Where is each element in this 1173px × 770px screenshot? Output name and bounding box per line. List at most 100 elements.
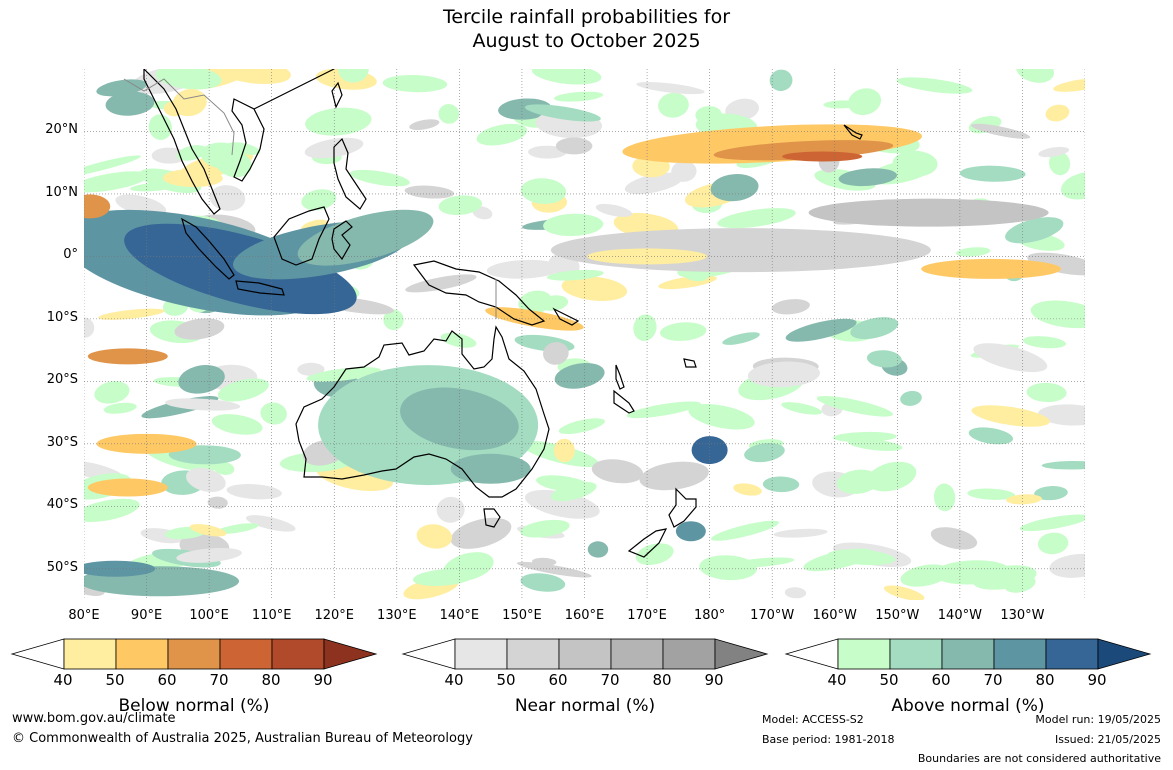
below-normal-patch bbox=[561, 276, 628, 301]
sulawesi-coastline bbox=[331, 220, 353, 261]
above-normal-patch bbox=[148, 114, 172, 140]
above-normal-patch bbox=[1026, 382, 1067, 403]
lon-label: 140°W bbox=[937, 608, 982, 623]
above-normal-patch bbox=[1041, 460, 1085, 470]
above-tick-label: 90 bbox=[1087, 671, 1107, 689]
above-normal-region bbox=[84, 560, 156, 577]
above-normal-patch bbox=[710, 174, 759, 202]
above-normal-patch bbox=[967, 488, 1016, 500]
lat-label: 20°S bbox=[46, 372, 78, 388]
above-normal-patch bbox=[211, 414, 263, 435]
fiji-coastline bbox=[683, 358, 697, 368]
indochina-coastline bbox=[143, 69, 221, 215]
above-normal-patch bbox=[933, 483, 956, 512]
below-tick-label: 80 bbox=[261, 671, 281, 689]
lat-label: 40°S bbox=[46, 497, 78, 513]
below-colorbar-min-triangle bbox=[10, 638, 65, 670]
tasmania-coastline bbox=[483, 508, 501, 528]
probability-field bbox=[84, 69, 1085, 600]
near-normal-patch bbox=[245, 515, 296, 532]
near-normal-patch bbox=[151, 147, 187, 164]
above-normal-patch bbox=[338, 69, 369, 83]
above-normal-patch bbox=[900, 390, 922, 406]
near-colorbar-swatch bbox=[610, 638, 664, 670]
above-normal-patch bbox=[558, 418, 605, 435]
borneo-coastline bbox=[273, 206, 330, 266]
above-normal-patch bbox=[833, 431, 897, 443]
near-normal-patch bbox=[1049, 553, 1085, 578]
above-normal-colorbar-swatches bbox=[784, 638, 1152, 670]
above-normal-patch bbox=[900, 564, 950, 587]
above-normal-patch bbox=[532, 69, 602, 85]
above-tick-label: 50 bbox=[879, 671, 899, 689]
above-normal-patch bbox=[781, 402, 823, 415]
above-normal-patch bbox=[155, 69, 222, 90]
near-normal-patch bbox=[450, 517, 512, 549]
above-normal-patch bbox=[520, 519, 570, 538]
above-colorbar-swatch bbox=[941, 638, 995, 670]
issued-text: Issued: 21/05/2025 bbox=[1054, 733, 1161, 746]
above-tick-label: 40 bbox=[827, 671, 847, 689]
vietnam-coastline bbox=[231, 98, 265, 182]
lon-label: 140°E bbox=[439, 608, 480, 623]
above-normal-patch bbox=[827, 549, 896, 566]
near-normal-patch bbox=[639, 461, 709, 491]
below-normal-patch bbox=[189, 524, 227, 537]
above-normal-patch bbox=[553, 91, 604, 102]
lon-label: 120°E bbox=[314, 608, 355, 623]
lat-label: 30°S bbox=[46, 434, 78, 450]
above-normal-patch bbox=[94, 381, 130, 404]
lon-label: 130°W bbox=[1000, 608, 1045, 623]
above-normal-patch bbox=[587, 541, 609, 558]
above-colorbar-swatch bbox=[993, 638, 1047, 670]
near-normal-patch bbox=[186, 467, 226, 493]
above-normal-patch bbox=[850, 317, 899, 340]
above-normal-patch bbox=[1005, 217, 1064, 244]
lon-label: 170°W bbox=[750, 608, 795, 623]
above-normal-patch bbox=[443, 552, 494, 582]
above-normal-patch bbox=[626, 401, 701, 419]
above-normal-patch bbox=[866, 350, 902, 368]
above-normal-patch bbox=[769, 69, 793, 92]
below-tick-label: 50 bbox=[105, 671, 125, 689]
above-normal-patch bbox=[866, 461, 917, 492]
near-tick-label: 50 bbox=[496, 671, 516, 689]
below-tick-label: 60 bbox=[157, 671, 177, 689]
above-normal-patch bbox=[524, 104, 601, 122]
above-normal-patch bbox=[438, 104, 460, 124]
coastlines bbox=[143, 69, 863, 558]
above-normal-patch bbox=[105, 91, 155, 116]
near-normal-patch bbox=[930, 527, 978, 550]
above-normal-patch bbox=[306, 367, 381, 382]
below-normal-patch bbox=[98, 308, 165, 320]
above-normal-patch bbox=[711, 520, 779, 541]
lon-label: 150°E bbox=[502, 608, 542, 623]
near-normal-patch bbox=[543, 342, 569, 365]
new-caledonia-coastline bbox=[613, 389, 635, 414]
lon-label: 170°E bbox=[627, 608, 667, 623]
above-normal-patch bbox=[536, 475, 592, 493]
new-zealand-south-coastline bbox=[627, 528, 668, 558]
website-link[interactable]: www.bom.gov.au/climate bbox=[12, 711, 176, 726]
below-colorbar-swatch bbox=[115, 638, 169, 670]
below-colorbar-swatch bbox=[271, 638, 325, 670]
above-colorbar-swatch bbox=[889, 638, 943, 670]
above-normal-patch bbox=[217, 378, 269, 402]
near-colorbar-swatch bbox=[662, 638, 716, 670]
above-normal-patch bbox=[1015, 69, 1055, 83]
china-coastline bbox=[253, 69, 335, 110]
above-normal-patch bbox=[382, 75, 448, 93]
near-tick-label: 70 bbox=[600, 671, 620, 689]
disclaimer-text: Boundaries are not considered authoritat… bbox=[917, 752, 1161, 765]
below-normal-colorbar-swatches bbox=[10, 638, 378, 670]
below-normal-colorbar bbox=[10, 638, 378, 670]
below-colorbar-swatch bbox=[167, 638, 221, 670]
above-normal-patch bbox=[1004, 575, 1036, 593]
taiwan-coastline bbox=[331, 81, 343, 109]
above-normal-patch bbox=[168, 445, 241, 465]
near-normal-patch bbox=[636, 82, 705, 95]
above-normal-patch bbox=[838, 168, 898, 187]
lon-label: 150°W bbox=[875, 608, 920, 623]
above-normal-patch bbox=[1049, 151, 1071, 176]
lon-label: 110°E bbox=[251, 608, 292, 623]
